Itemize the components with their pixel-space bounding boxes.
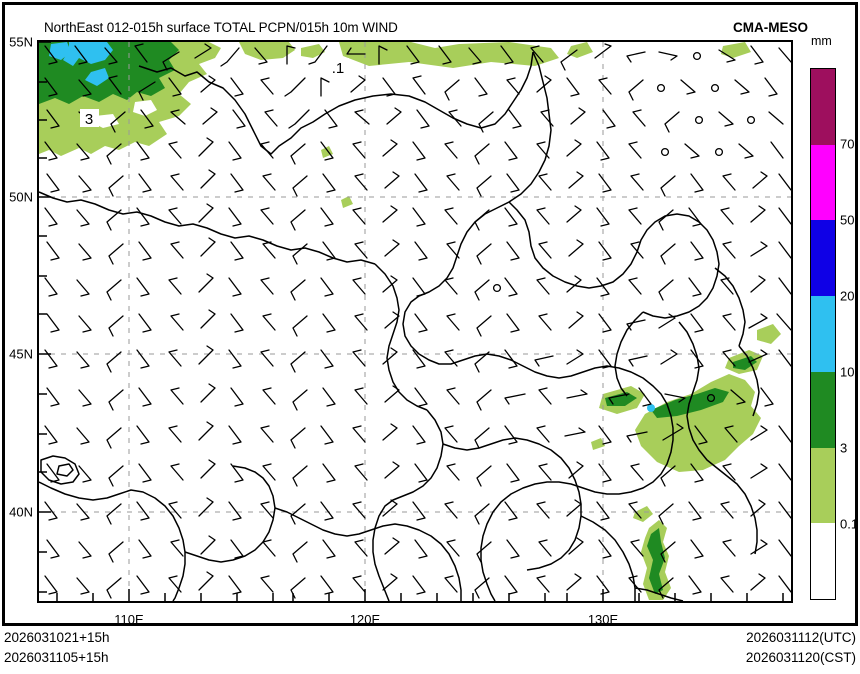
- precip-nw-cyan-3: [85, 68, 109, 86]
- precip-speck-3: [341, 196, 353, 208]
- precip-east-dark-3: [733, 356, 757, 370]
- map-canvas: 3 .1: [39, 42, 791, 601]
- precip-se-light-2: [633, 506, 653, 522]
- colorbar-tick-01: 0.1: [840, 516, 859, 532]
- contour-label-3: 3: [85, 111, 93, 128]
- precip-east-light: [635, 374, 761, 472]
- page-title: NorthEast 012-015h surface TOTAL PCPN/01…: [44, 20, 398, 35]
- colorbar-band-01-3: [811, 447, 835, 524]
- colorbar-band-10-20: [811, 296, 835, 372]
- border-far-east: [678, 321, 758, 555]
- colorbar-unit-label: mm: [811, 34, 832, 48]
- ytick-45n: 45N: [9, 346, 33, 362]
- wind-barb-layer: [44, 43, 791, 599]
- precip-n-strip-2: [301, 44, 325, 58]
- colorbar-tick-10: 10: [840, 364, 855, 380]
- model-label: CMA-MESO: [733, 20, 808, 35]
- precip-nw-cyan-2: [49, 42, 71, 60]
- colorbar-band-gt70: [811, 69, 835, 145]
- colorbar-band-20-50: [811, 220, 835, 297]
- precip-n-strip-5: [721, 42, 751, 58]
- colorbar-tick-3: 3: [840, 440, 848, 456]
- coast-korea: [580, 515, 636, 601]
- border-prov-1: [374, 263, 428, 411]
- colorbar[interactable]: [810, 68, 836, 600]
- border-east-arc: [402, 51, 674, 601]
- precip-east-light-4: [757, 324, 781, 344]
- coast-liaodong: [184, 465, 276, 563]
- contour-label-bg-3: [80, 109, 99, 127]
- border-ne-fine: [714, 267, 746, 347]
- colorbar-tick-20: 20: [840, 288, 855, 304]
- graticule-layer: [39, 42, 791, 601]
- colorbar-tick-labels: 70 50 20 10 3 0.1: [838, 68, 860, 600]
- lake-west-1: [40, 455, 80, 485]
- contour-label-01: .1: [332, 60, 345, 77]
- colorbar-tick-70: 70: [840, 136, 855, 152]
- border-ne-inner: [508, 201, 720, 319]
- precip-nw-hole-1: [133, 100, 157, 116]
- map-plot-area[interactable]: 3 .1: [37, 40, 793, 603]
- precip-n-strip-4: [567, 42, 593, 58]
- colorbar-band-lt01: [811, 523, 835, 600]
- precip-speck-4: [591, 438, 605, 450]
- colorbar-tick-50: 50: [840, 212, 855, 228]
- tick-layer: [39, 42, 784, 601]
- precip-se-dark: [647, 528, 665, 594]
- river-amur-bend: [614, 311, 644, 397]
- footer-init-time-utc: 2026031021+15h: [4, 630, 110, 645]
- xtick-120e: 120E: [349, 612, 381, 627]
- ytick-50n: 50N: [9, 189, 33, 205]
- ytick-40n: 40N: [9, 504, 33, 520]
- lake-west-2: [56, 463, 74, 477]
- border-prov-3: [442, 437, 582, 571]
- precip-east-cyan-core: [647, 404, 655, 412]
- border-ne-fine-2: [738, 345, 760, 417]
- outer-border: [2, 2, 858, 626]
- border-nw-arc: [138, 51, 534, 155]
- border-inner-mongolia-north: [39, 191, 376, 265]
- colorbar-band-3-10: [811, 371, 835, 448]
- contour-label-bg-01: [327, 58, 349, 76]
- contour-label-layer: 3 .1: [80, 58, 349, 128]
- precip-east-dark-2: [605, 392, 637, 406]
- coast-bohai-west: [39, 481, 186, 601]
- latitude-axis: 55N 50N 45N 40N: [0, 0, 33, 674]
- colorbar-band-50-70: [811, 144, 835, 221]
- footer-valid-time-cst: 2026031120(CST): [745, 650, 856, 665]
- footer-init-time-cst: 2026031105+15h: [4, 650, 109, 665]
- xtick-130e: 130E: [587, 612, 619, 627]
- footer: 2026031021+15h 2026031105+15h 2026031112…: [0, 630, 860, 674]
- footer-valid-time-utc: 2026031112(UTC): [746, 630, 856, 645]
- longitude-axis: 110E 120E 130E: [0, 612, 860, 634]
- precip-speck-1: [385, 42, 399, 50]
- xtick-110e: 110E: [114, 612, 144, 627]
- precip-nw-cyan: [63, 42, 113, 66]
- precip-n-strip-1: [239, 42, 295, 60]
- ytick-55n: 55N: [9, 34, 33, 50]
- precip-n-strip-3: [339, 42, 559, 68]
- border-prov-2: [372, 409, 444, 601]
- coast-bohai-south: [274, 507, 462, 601]
